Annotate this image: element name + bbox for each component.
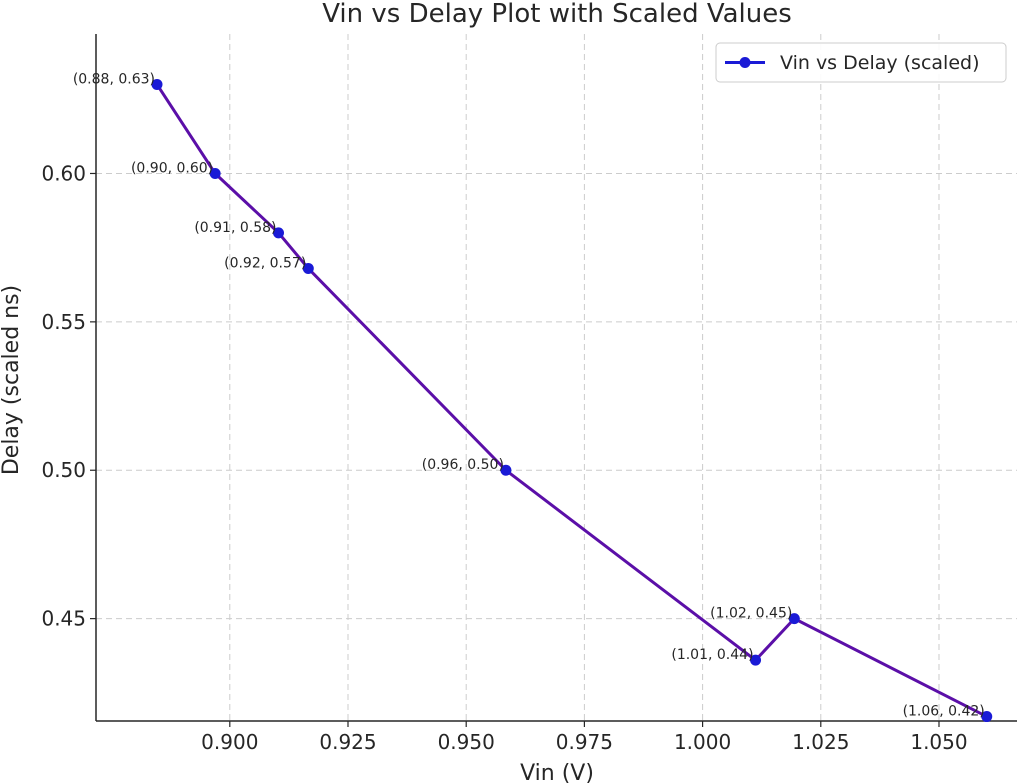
x-tick-label: 0.925 (319, 730, 376, 754)
data-point-label: (1.02, 0.45) (710, 606, 792, 622)
x-tick-label: 0.975 (556, 730, 613, 754)
data-point-label: (0.96, 0.50) (422, 457, 504, 473)
x-tick-label: 1.050 (910, 730, 967, 754)
x-tick-label: 1.000 (674, 730, 731, 754)
series-line (155, 83, 988, 718)
chart-title: Vin vs Delay Plot with Scaled Values (322, 0, 792, 29)
data-point (500, 464, 512, 476)
data-point (302, 262, 314, 274)
legend: Vin vs Delay (scaled) (715, 42, 1007, 83)
data-point (981, 711, 993, 723)
x-tick-label: 0.950 (438, 730, 495, 754)
data-point-label: (0.88, 0.63) (73, 71, 155, 87)
axes-spines (95, 34, 1017, 722)
y-tick-label: 0.60 (41, 161, 86, 185)
data-point (272, 227, 284, 239)
x-axis-label: Vin (V) (520, 761, 594, 784)
data-point (151, 78, 163, 90)
legend-marker-swatch (739, 57, 751, 68)
data-point (788, 613, 800, 625)
data-point-label: (0.92, 0.57) (224, 255, 306, 271)
x-tick-label: 0.900 (201, 730, 258, 754)
data-point-label: (0.91, 0.58) (194, 220, 276, 236)
y-tick-label: 0.55 (41, 310, 86, 334)
legend-frame (715, 42, 1007, 83)
data-point-label: (1.01, 0.44) (671, 647, 753, 663)
legend-entry-label: Vin vs Delay (scaled) (780, 52, 980, 74)
grid-lines (96, 34, 1017, 721)
y-tick-label: 0.45 (41, 607, 86, 631)
y-tick-label: 0.50 (41, 458, 86, 482)
y-axis-label: Delay (scaled ns) (0, 285, 24, 475)
data-labels: (0.88, 0.63) (0.90, 0.60) (0.91, 0.58) (0.9… (73, 71, 985, 719)
data-point-label: (1.06, 0.42) (903, 704, 985, 720)
data-point-label: (0.90, 0.60) (131, 160, 213, 176)
series-group (151, 78, 993, 723)
x-tick-label: 1.025 (792, 730, 849, 754)
data-point (209, 167, 221, 179)
data-point (750, 654, 762, 666)
axis-ticks: 0.900 0.925 0.950 0.975 1.000 1.025 1.050 0.45 0… (41, 161, 967, 754)
